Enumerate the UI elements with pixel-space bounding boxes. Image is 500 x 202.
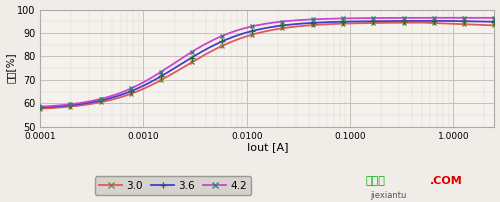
Text: jiexiantu: jiexiantu (370, 191, 406, 200)
Text: 接线图: 接线图 (365, 176, 385, 186)
X-axis label: Iout [A]: Iout [A] (246, 142, 288, 152)
Y-axis label: 效率[%]: 效率[%] (6, 53, 16, 83)
Text: .COM: .COM (430, 176, 463, 186)
Legend: 3.0, 3.6, 4.2: 3.0, 3.6, 4.2 (95, 176, 251, 195)
